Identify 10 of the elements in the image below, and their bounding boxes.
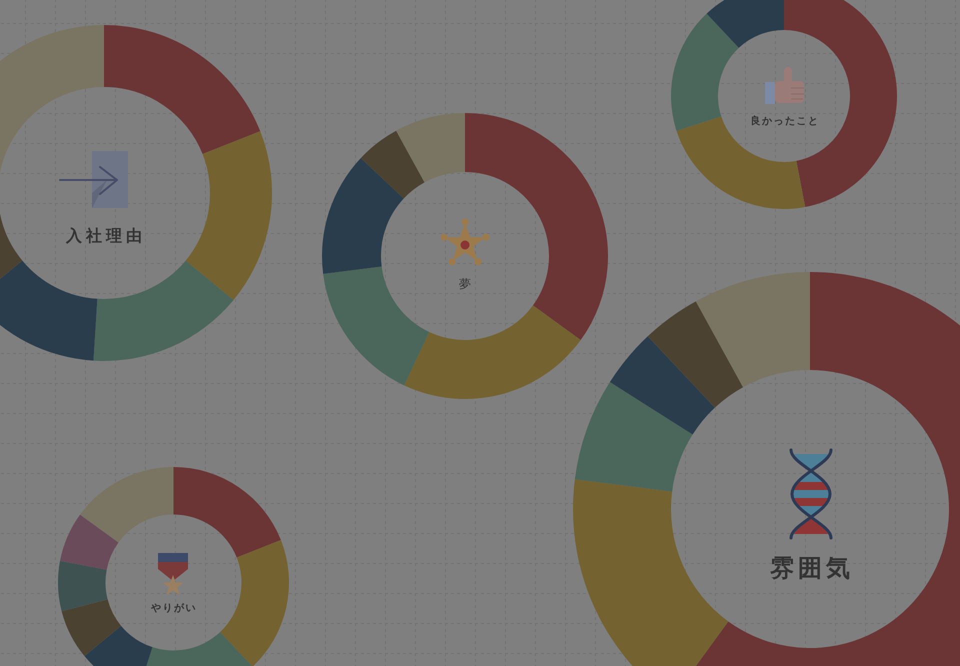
donut-slice bbox=[322, 158, 404, 274]
donut-slice bbox=[404, 304, 581, 398]
text: やりがい bbox=[150, 603, 198, 615]
text: 夢 bbox=[458, 277, 472, 292]
text: 雰囲気 bbox=[769, 554, 855, 582]
text: 良かったこと bbox=[749, 116, 820, 128]
donut-slice bbox=[323, 266, 430, 385]
text: 入社理由 bbox=[64, 226, 147, 246]
donut-slice bbox=[396, 112, 465, 182]
donut-slice bbox=[360, 130, 425, 198]
